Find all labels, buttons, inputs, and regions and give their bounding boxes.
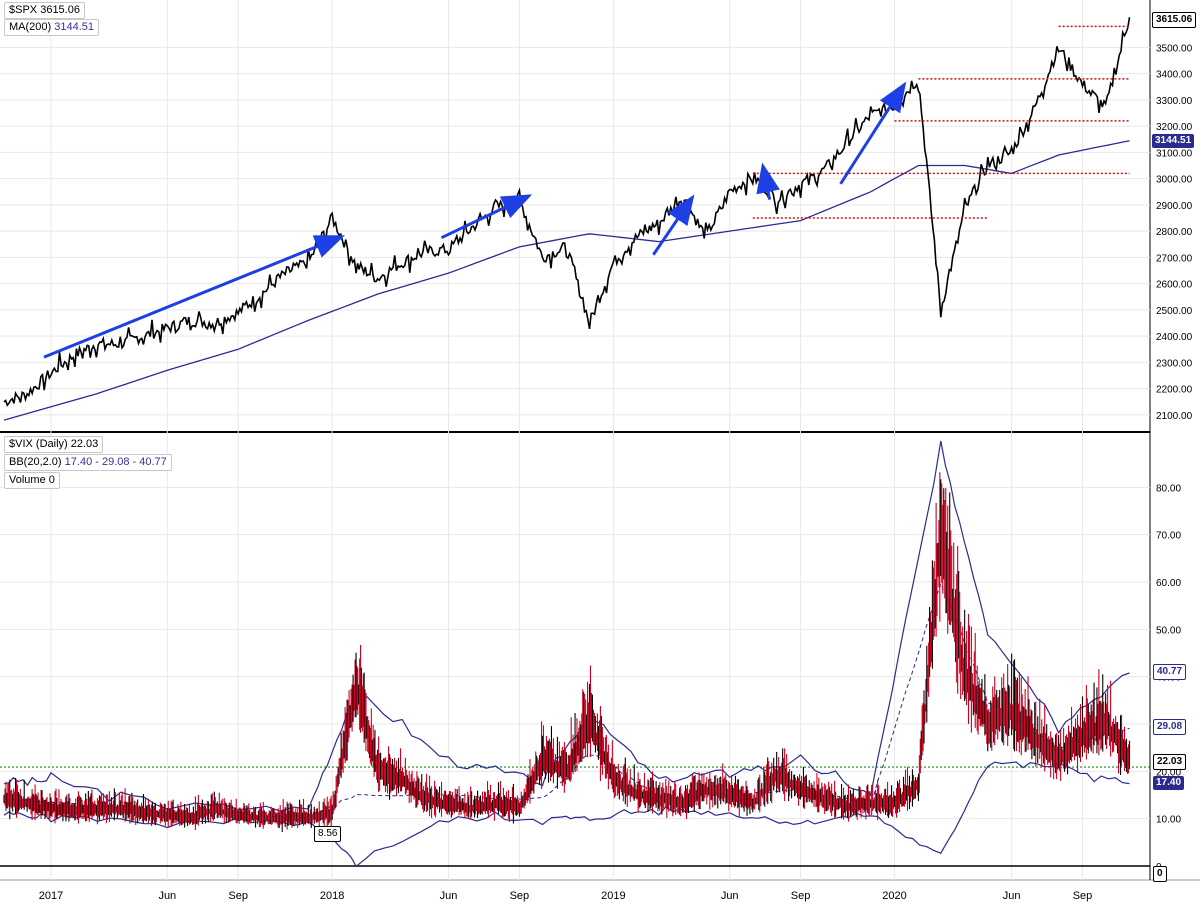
x-tick-label: 2017 <box>39 890 63 902</box>
spx-legend-value: 3615.06 <box>40 4 80 16</box>
vix-last-tag: 22.03 <box>1153 754 1187 770</box>
spx-y-tick-label: 3200.00 <box>1156 122 1193 133</box>
trend-arrow <box>652 194 695 256</box>
ma-last-value-tag: 3144.51 <box>1152 134 1195 148</box>
volume-legend-value: 0 <box>48 474 55 486</box>
spx-y-tick-label: 2600.00 <box>1156 280 1193 291</box>
spx-y-tick-label: 3100.00 <box>1156 148 1193 159</box>
x-tick-label: Jun <box>440 890 458 902</box>
spx-y-tick-label: 2400.00 <box>1156 332 1193 343</box>
spx-y-tick-label: 2800.00 <box>1156 227 1193 238</box>
x-tick-label: 2019 <box>601 890 625 902</box>
x-tick-label: Sep <box>228 890 248 902</box>
spx-y-tick-label: 3000.00 <box>1156 175 1193 186</box>
x-tick-label: 2020 <box>882 890 906 902</box>
spx-legend-name: $SPX 3615.06 <box>4 2 85 19</box>
spx-legend-label: $SPX <box>9 4 38 16</box>
x-tick-label: Sep <box>791 890 811 902</box>
bb-upper-tag: 40.77 <box>1153 664 1187 680</box>
trend-arrow <box>756 162 780 200</box>
spx-y-tick-label: 2500.00 <box>1156 306 1193 317</box>
spx-last-price-tag: 3615.06 <box>1152 12 1197 28</box>
trend-arrow <box>440 194 533 240</box>
spx-price-line <box>3 17 1131 407</box>
vix-y-tick-label: 50.00 <box>1156 625 1181 636</box>
spx-y-tick-label: 2100.00 <box>1156 411 1193 422</box>
vix-y-tick-label: 20.00 <box>1156 767 1181 778</box>
trend-arrow <box>43 234 345 359</box>
spx-y-tick-label: 3300.00 <box>1156 96 1193 107</box>
bb-upper-band <box>3 440 1130 812</box>
ma-legend-label: MA(200) <box>9 21 52 33</box>
bb-middle-tag: 29.08 <box>1153 719 1187 735</box>
spx-y-tick-label: 2700.00 <box>1156 253 1193 264</box>
spx-y-tick-label: 2300.00 <box>1156 358 1193 369</box>
vix-y-tick-label: 70.00 <box>1156 531 1181 542</box>
spx-y-tick-label: 2900.00 <box>1156 201 1193 212</box>
bb-legend-label: BB(20,2.0) <box>9 456 62 468</box>
vix-zero-tag: 0 <box>1153 866 1167 882</box>
spx-y-tick-label: 2200.00 <box>1156 385 1193 396</box>
vix-min-label: 8.56 <box>314 826 342 842</box>
vix-y-tick-label: 60.00 <box>1156 578 1181 589</box>
spx-y-tick-label: 3500.00 <box>1156 43 1193 54</box>
x-tick-label: Jun <box>721 890 739 902</box>
vix-legend-label: $VIX (Daily) <box>9 438 68 450</box>
x-tick-label: Jun <box>158 890 176 902</box>
x-tick-label: Sep <box>1073 890 1093 902</box>
volume-legend-label: Volume <box>9 474 46 486</box>
x-tick-label: Jun <box>1003 890 1021 902</box>
trend-arrow <box>839 81 907 185</box>
bb-legend: BB(20,2.0) 17.40 - 29.08 - 40.77 <box>4 454 172 471</box>
ma-legend: MA(200) 3144.51 <box>4 19 100 36</box>
x-tick-label: 2018 <box>320 890 344 902</box>
bb-legend-value: 17.40 - 29.08 - 40.77 <box>64 456 167 468</box>
ma200-line <box>3 140 1130 421</box>
ma-legend-value: 3144.51 <box>54 21 95 33</box>
vix-legend-value: 22.03 <box>70 438 99 450</box>
bb-lower-tag: 17.40 <box>1153 776 1185 790</box>
vix-legend: $VIX (Daily) 22.03 <box>4 436 104 453</box>
spx-y-tick-label: 3400.00 <box>1156 70 1193 81</box>
vix-y-tick-label: 80.00 <box>1156 483 1181 494</box>
vix-y-tick-label: 10.00 <box>1156 815 1181 826</box>
volume-legend: Volume 0 <box>4 472 60 489</box>
x-tick-label: Sep <box>510 890 530 902</box>
